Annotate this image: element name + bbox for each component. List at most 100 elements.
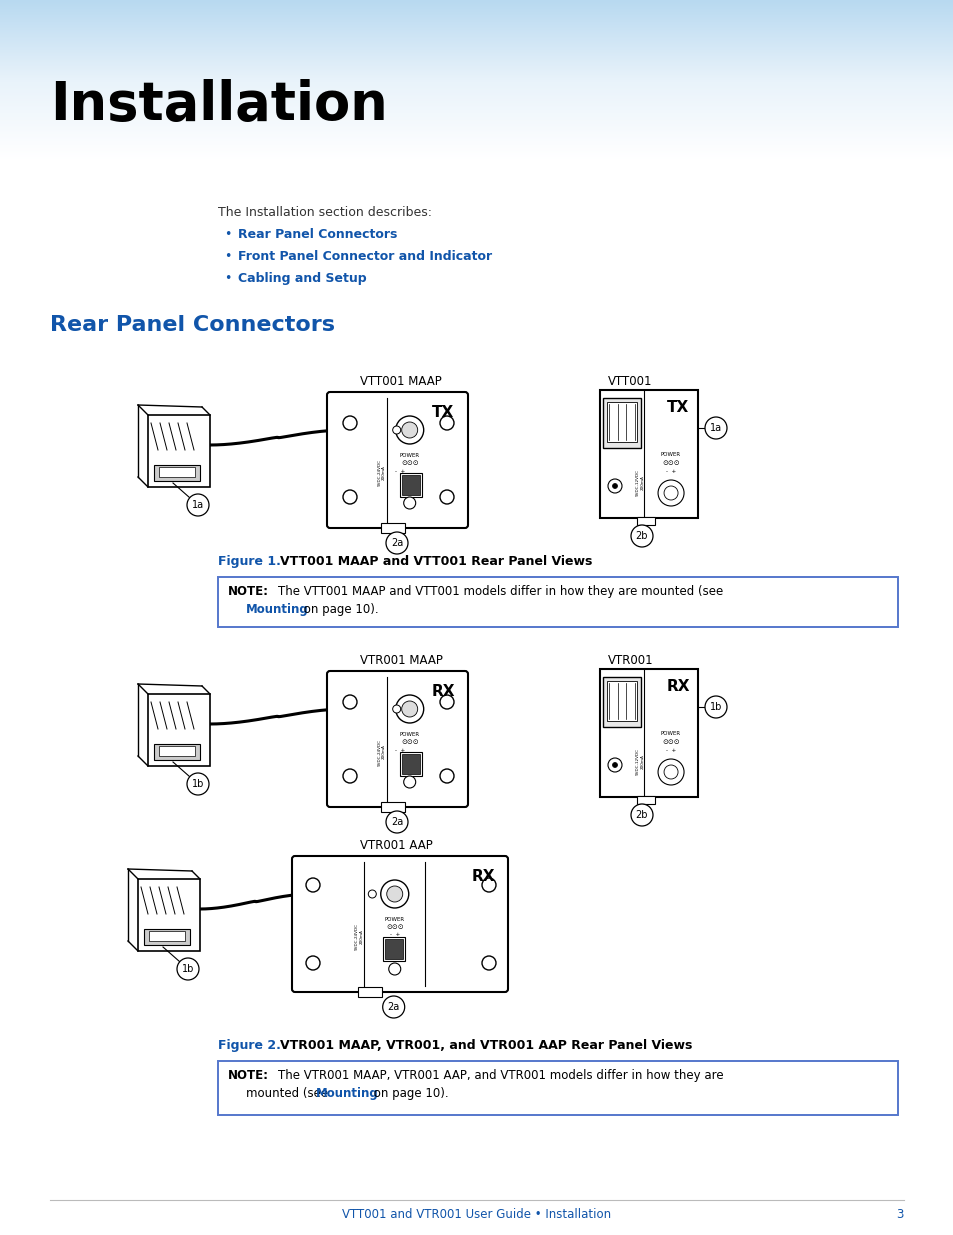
- Text: VTR001 MAAP: VTR001 MAAP: [359, 655, 442, 667]
- FancyBboxPatch shape: [327, 671, 468, 806]
- Circle shape: [607, 758, 621, 772]
- Text: 1a: 1a: [192, 500, 204, 510]
- Circle shape: [663, 764, 678, 779]
- Bar: [148, 415, 210, 487]
- Bar: [153, 743, 200, 760]
- Bar: [602, 677, 640, 727]
- Text: 1b: 1b: [192, 779, 204, 789]
- Bar: [138, 879, 200, 951]
- Text: Figure 2.: Figure 2.: [218, 1039, 290, 1052]
- Bar: [153, 466, 200, 480]
- Text: 2a: 2a: [391, 538, 403, 548]
- Circle shape: [187, 494, 209, 516]
- Text: -  +: - +: [395, 748, 404, 753]
- Text: POWER: POWER: [399, 732, 419, 737]
- Text: ⊙⊙⊙: ⊙⊙⊙: [661, 459, 679, 466]
- Circle shape: [343, 695, 356, 709]
- Circle shape: [439, 695, 454, 709]
- Text: on page 10).: on page 10).: [299, 603, 378, 616]
- Bar: [606, 403, 637, 442]
- Text: VTT001 MAAP and VTT001 Rear Panel Views: VTT001 MAAP and VTT001 Rear Panel Views: [280, 555, 592, 568]
- Bar: [384, 939, 402, 960]
- Text: Front Panel Connector and Indicator: Front Panel Connector and Indicator: [237, 249, 492, 263]
- Circle shape: [663, 487, 678, 500]
- Text: ⊙⊙⊙: ⊙⊙⊙: [661, 739, 679, 745]
- Circle shape: [401, 422, 417, 438]
- Circle shape: [612, 483, 617, 489]
- Circle shape: [612, 762, 617, 767]
- Text: Mounting: Mounting: [246, 603, 309, 616]
- Circle shape: [439, 490, 454, 504]
- Text: VTR001: VTR001: [607, 655, 653, 667]
- Text: VTT001: VTT001: [607, 375, 652, 388]
- Text: 2b: 2b: [635, 810, 648, 820]
- Text: 9VDC-24VDC
200mA: 9VDC-24VDC 200mA: [355, 924, 363, 951]
- Text: VTR001 MAAP, VTR001, and VTR001 AAP Rear Panel Views: VTR001 MAAP, VTR001, and VTR001 AAP Rear…: [280, 1039, 692, 1052]
- Text: TX: TX: [666, 400, 688, 415]
- Circle shape: [630, 804, 652, 826]
- Bar: [599, 390, 698, 517]
- Circle shape: [401, 701, 417, 718]
- Circle shape: [343, 490, 356, 504]
- Text: •: •: [224, 249, 232, 263]
- Text: 1b: 1b: [182, 965, 194, 974]
- Circle shape: [403, 776, 416, 788]
- Circle shape: [395, 416, 423, 445]
- Circle shape: [393, 705, 400, 713]
- Text: VTT001 MAAP: VTT001 MAAP: [359, 375, 441, 388]
- Text: 2a: 2a: [391, 818, 403, 827]
- Text: Cabling and Setup: Cabling and Setup: [237, 272, 366, 285]
- Circle shape: [704, 697, 726, 718]
- Bar: [357, 987, 381, 997]
- Text: ⊙⊙⊙: ⊙⊙⊙: [400, 739, 418, 745]
- Circle shape: [658, 480, 683, 506]
- Circle shape: [187, 773, 209, 795]
- Circle shape: [388, 963, 400, 974]
- Text: mounted (see: mounted (see: [246, 1087, 332, 1100]
- Text: •: •: [224, 228, 232, 241]
- Text: VTR001 AAP: VTR001 AAP: [359, 839, 433, 852]
- Text: 1a: 1a: [709, 424, 721, 433]
- Bar: [637, 797, 655, 804]
- Bar: [401, 475, 419, 495]
- Text: The VTR001 MAAP, VTR001 AAP, and VTR001 models differ in how they are: The VTR001 MAAP, VTR001 AAP, and VTR001 …: [277, 1070, 723, 1082]
- Bar: [148, 694, 210, 766]
- Text: •: •: [224, 272, 232, 285]
- Text: -  +: - +: [389, 932, 399, 937]
- Bar: [382, 937, 404, 961]
- Text: POWER: POWER: [399, 453, 419, 458]
- Bar: [637, 517, 655, 525]
- Text: The Installation section describes:: The Installation section describes:: [218, 206, 432, 219]
- Text: TX: TX: [432, 405, 454, 420]
- Bar: [606, 680, 637, 721]
- Text: Rear Panel Connectors: Rear Panel Connectors: [50, 315, 335, 335]
- Circle shape: [481, 956, 496, 969]
- Text: The VTT001 MAAP and VTT001 models differ in how they are mounted (see: The VTT001 MAAP and VTT001 models differ…: [277, 585, 722, 598]
- Circle shape: [630, 525, 652, 547]
- Circle shape: [380, 881, 408, 908]
- Bar: [381, 802, 405, 811]
- Bar: [159, 467, 194, 477]
- Circle shape: [395, 695, 423, 722]
- Circle shape: [386, 532, 408, 555]
- Bar: [401, 755, 419, 774]
- Circle shape: [607, 479, 621, 493]
- Text: RX: RX: [471, 869, 495, 884]
- Bar: [218, 577, 897, 627]
- Bar: [381, 522, 405, 534]
- Bar: [599, 669, 698, 797]
- FancyBboxPatch shape: [292, 856, 507, 992]
- Text: -  +: - +: [665, 469, 676, 474]
- Text: 9VDC-24VDC
200mA: 9VDC-24VDC 200mA: [377, 739, 386, 766]
- Circle shape: [704, 417, 726, 438]
- Text: 3: 3: [896, 1209, 903, 1221]
- Bar: [399, 752, 421, 776]
- Bar: [399, 473, 421, 496]
- Text: Installation: Installation: [50, 79, 387, 131]
- Text: 9VDC-24VDC
200mA: 9VDC-24VDC 200mA: [377, 459, 386, 487]
- Text: 1b: 1b: [709, 701, 721, 713]
- Bar: [602, 398, 640, 448]
- Text: Rear Panel Connectors: Rear Panel Connectors: [237, 228, 397, 241]
- Text: 2a: 2a: [387, 1002, 399, 1011]
- Circle shape: [177, 958, 199, 981]
